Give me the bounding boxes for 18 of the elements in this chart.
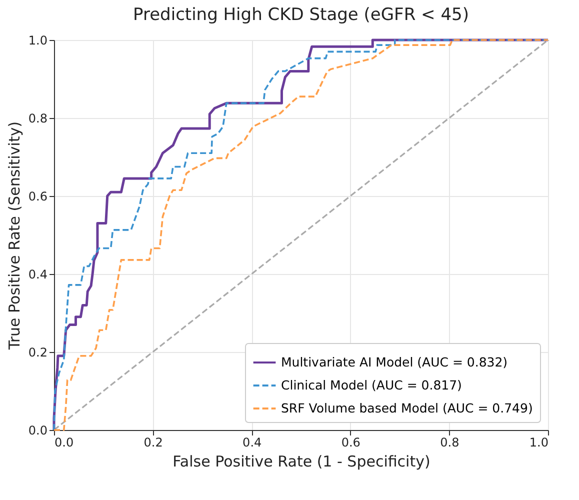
y-axis-title: True Positive Rate (Sensitivity) [5, 121, 24, 351]
chart-title: Predicting High CKD Stage (eGFR < 45) [133, 5, 469, 25]
y-tick-label: 0.0 [28, 424, 48, 438]
y-tick-label: 0.4 [28, 268, 48, 282]
x-tick-label: 1.0 [529, 436, 548, 450]
x-axis-title: False Positive Rate (1 - Specificity) [172, 452, 430, 470]
x-tick-label: 0.6 [341, 436, 360, 450]
legend-label: Clinical Model (AUC = 0.817) [281, 378, 462, 392]
legend-label: SRF Volume based Model (AUC = 0.749) [281, 400, 533, 416]
y-tick-label: 0.6 [28, 190, 48, 204]
x-tick-label: 0.0 [54, 436, 74, 450]
x-tick-label: 0.4 [242, 436, 262, 450]
y-tick-label: 0.2 [28, 346, 48, 360]
y-tick-label: 0.8 [28, 112, 48, 126]
x-tick-label: 0.8 [440, 436, 460, 450]
y-tick-label: 1.0 [28, 34, 48, 48]
x-tick-label: 0.2 [144, 436, 163, 450]
legend-label: Multivariate AI Model (AUC = 0.832) [281, 354, 508, 370]
